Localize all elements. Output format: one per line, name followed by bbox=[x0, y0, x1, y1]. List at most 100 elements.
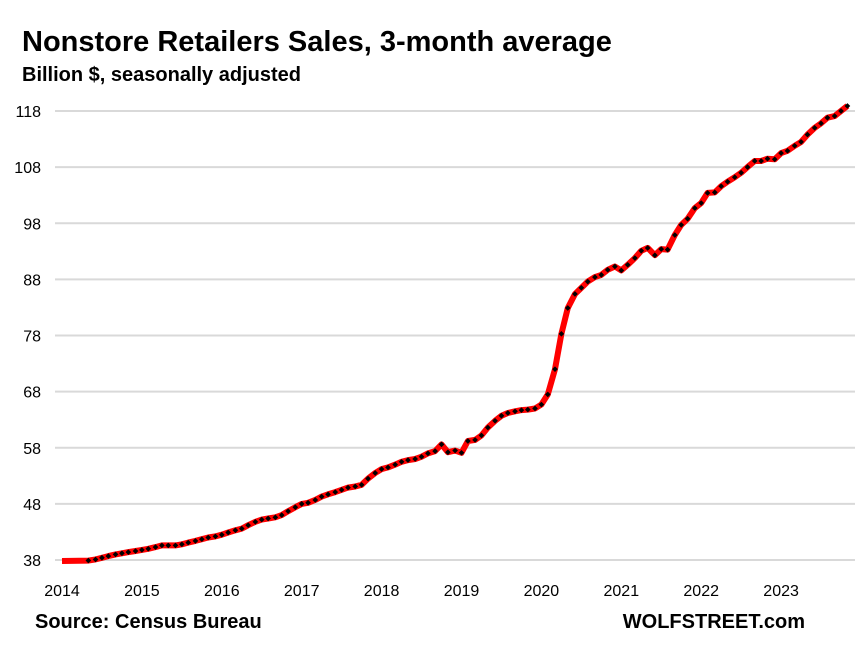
watermark: WOLFSTREET.com bbox=[622, 611, 805, 633]
data-point bbox=[412, 456, 418, 462]
data-point bbox=[352, 483, 359, 490]
data-point bbox=[532, 405, 538, 412]
data-point bbox=[238, 525, 245, 532]
data-point bbox=[505, 410, 511, 416]
data-point bbox=[285, 508, 291, 514]
chart-title: Nonstore Retailers Sales, 3-month averag… bbox=[22, 26, 612, 58]
data-point bbox=[778, 150, 784, 156]
data-point bbox=[672, 232, 678, 238]
data-point bbox=[704, 190, 711, 196]
data-point bbox=[538, 401, 545, 408]
x-axis-ticks: 2014 2015 2016 2017 2018 2019 2020 2021 2022 2023 bbox=[44, 583, 799, 600]
data-point bbox=[512, 408, 518, 415]
data-point bbox=[192, 538, 199, 544]
data-point bbox=[624, 261, 631, 268]
y-tick-label: 98 bbox=[23, 216, 41, 233]
data-point bbox=[584, 278, 591, 285]
y-tick-label: 58 bbox=[23, 441, 41, 458]
data-point bbox=[811, 125, 818, 131]
data-point bbox=[85, 557, 92, 564]
data-point bbox=[332, 489, 339, 495]
data-point bbox=[432, 448, 438, 454]
data-point bbox=[518, 407, 525, 413]
y-tick-label: 118 bbox=[15, 104, 41, 121]
data-point bbox=[478, 432, 485, 439]
x-tick-label: 2014 bbox=[44, 583, 80, 600]
data-point bbox=[738, 169, 744, 176]
y-tick-label: 78 bbox=[23, 329, 41, 346]
data-point bbox=[452, 447, 458, 454]
data-point bbox=[125, 549, 132, 555]
data-point bbox=[564, 305, 571, 311]
data-point bbox=[372, 470, 379, 476]
data-point bbox=[272, 514, 279, 521]
data-point bbox=[791, 142, 798, 149]
data-point bbox=[724, 178, 731, 185]
data-point bbox=[445, 449, 451, 456]
data-point bbox=[524, 406, 531, 413]
data-point bbox=[179, 541, 185, 548]
data-point bbox=[152, 544, 159, 550]
data-point bbox=[405, 457, 411, 463]
data-point bbox=[572, 291, 578, 297]
x-tick-label: 2018 bbox=[364, 583, 400, 600]
data-point bbox=[604, 267, 611, 273]
data-point bbox=[265, 515, 271, 522]
data-point bbox=[658, 246, 665, 252]
data-point bbox=[458, 449, 465, 456]
data-point bbox=[205, 534, 212, 541]
data-point bbox=[119, 550, 125, 557]
data-point bbox=[365, 475, 371, 482]
series-markers bbox=[85, 103, 851, 564]
data-point bbox=[292, 504, 299, 511]
data-point bbox=[718, 183, 725, 190]
x-tick-label: 2016 bbox=[204, 583, 240, 600]
data-point bbox=[711, 189, 718, 196]
y-axis-ticks: 38 48 58 68 78 88 98 108 118 bbox=[14, 104, 41, 570]
data-point bbox=[112, 551, 119, 558]
data-point bbox=[492, 417, 498, 424]
data-point bbox=[145, 545, 152, 552]
data-point bbox=[132, 548, 139, 554]
data-point bbox=[638, 247, 645, 254]
data-point bbox=[684, 215, 691, 222]
data-point bbox=[312, 497, 319, 503]
data-point bbox=[824, 114, 831, 121]
data-point bbox=[278, 512, 285, 518]
data-point bbox=[438, 441, 445, 448]
data-point bbox=[305, 499, 311, 506]
data-point bbox=[691, 205, 698, 211]
data-point bbox=[99, 554, 105, 561]
data-point bbox=[232, 527, 239, 534]
series-line bbox=[61, 103, 850, 564]
x-tick-label: 2020 bbox=[524, 583, 560, 600]
x-tick-label: 2022 bbox=[683, 583, 719, 600]
data-point bbox=[744, 164, 751, 170]
y-tick-label: 48 bbox=[23, 497, 41, 514]
data-point bbox=[472, 437, 478, 443]
data-point bbox=[392, 461, 399, 468]
data-point bbox=[552, 366, 558, 373]
source-note: Source: Census Bureau bbox=[35, 611, 262, 633]
data-point bbox=[252, 519, 259, 525]
data-point bbox=[771, 156, 778, 163]
data-point bbox=[345, 484, 351, 491]
data-point bbox=[485, 424, 491, 431]
y-tick-label: 38 bbox=[23, 553, 41, 570]
x-tick-label: 2023 bbox=[763, 583, 799, 600]
y-tick-label: 88 bbox=[23, 272, 41, 289]
data-point bbox=[644, 245, 651, 251]
data-point bbox=[804, 131, 811, 138]
data-point bbox=[325, 491, 331, 498]
x-tick-label: 2019 bbox=[444, 583, 480, 600]
x-tick-label: 2017 bbox=[284, 583, 320, 600]
data-point bbox=[245, 522, 251, 529]
data-point bbox=[185, 539, 192, 546]
data-point bbox=[598, 272, 605, 278]
gridlines bbox=[55, 110, 855, 561]
data-point bbox=[632, 255, 638, 261]
x-tick-label: 2015 bbox=[124, 583, 160, 600]
data-point bbox=[172, 542, 179, 549]
